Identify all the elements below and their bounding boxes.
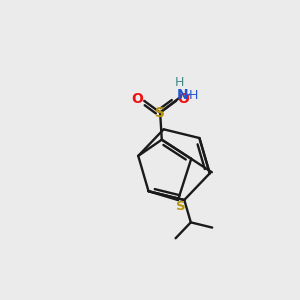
Text: H: H [175, 76, 184, 89]
Text: N: N [177, 88, 188, 102]
Text: H: H [189, 88, 198, 102]
Text: O: O [178, 92, 189, 106]
Text: S: S [176, 200, 185, 213]
Text: S: S [155, 106, 165, 119]
Text: O: O [131, 92, 143, 106]
